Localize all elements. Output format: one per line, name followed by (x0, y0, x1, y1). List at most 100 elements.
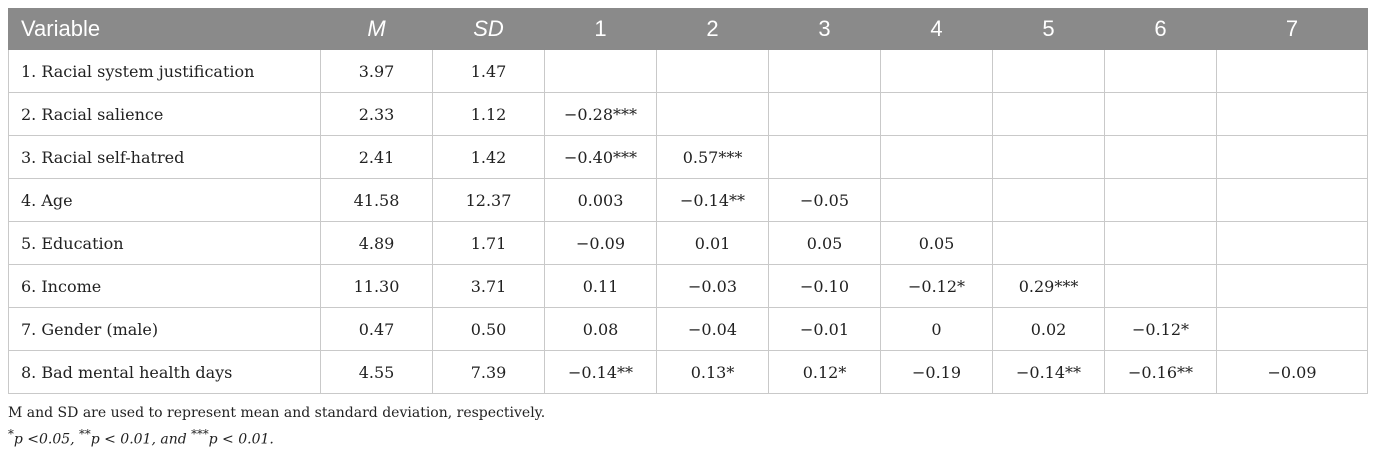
variable-cell: 5. Education (8, 221, 321, 265)
correlation-cell: −0.14** (992, 350, 1105, 394)
correlation-cell: 0.11 (544, 264, 657, 308)
header-row: Variable M SD 1 2 3 4 5 6 7 (8, 8, 1368, 50)
mean-cell: 4.55 (320, 350, 433, 394)
correlation-table-container: Variable M SD 1 2 3 4 5 6 7 1. Racial system just… (8, 8, 1368, 451)
table-header: Variable M SD 1 2 3 4 5 6 7 (8, 8, 1368, 50)
column-header: 6 (1104, 8, 1217, 50)
correlation-cell: 0.57*** (656, 135, 769, 179)
sd-cell: 1.47 (432, 49, 545, 93)
correlation-cell: −0.10 (768, 264, 881, 308)
correlation-cell: 0 (880, 307, 993, 351)
table-row: 6. Income 11.30 3.71 0.11 −0.03 −0.10 −0.12* 0.… (8, 264, 1368, 308)
correlation-cell (880, 49, 993, 93)
variable-cell: 7. Gender (male) (8, 307, 321, 351)
variable-cell: 3. Racial self-hatred (8, 135, 321, 179)
correlation-cell (1216, 135, 1368, 179)
correlation-cell (1216, 307, 1368, 351)
variable-cell: 4. Age (8, 178, 321, 222)
correlation-cell: 0.13* (656, 350, 769, 394)
sd-cell: 1.71 (432, 221, 545, 265)
correlation-cell: −0.04 (656, 307, 769, 351)
p2-marker: ** (79, 427, 91, 441)
correlation-cell: −0.40*** (544, 135, 657, 179)
table-row: 2. Racial salience 2.33 1.12 −0.28*** (8, 92, 1368, 136)
table-row: 3. Racial self-hatred 2.41 1.42 −0.40*** 0.5… (8, 135, 1368, 179)
sd-cell: 3.71 (432, 264, 545, 308)
correlation-cell (992, 92, 1105, 136)
mean-cell: 2.41 (320, 135, 433, 179)
correlation-cell (656, 92, 769, 136)
correlation-cell (1216, 264, 1368, 308)
mean-cell: 2.33 (320, 92, 433, 136)
table-row: 5. Education 4.89 1.71 −0.09 0.01 0.05 0.05 (8, 221, 1368, 265)
table-row: 8. Bad mental health days 4.55 7.39 −0.14**… (8, 350, 1368, 394)
column-header: M (320, 8, 433, 50)
column-header: 3 (768, 8, 881, 50)
correlation-cell (1104, 221, 1217, 265)
correlation-table: Variable M SD 1 2 3 4 5 6 7 1. Racial system just… (8, 8, 1368, 394)
correlation-cell (1104, 49, 1217, 93)
p1-marker: * (8, 427, 14, 441)
correlation-cell (768, 92, 881, 136)
variable-cell: 8. Bad mental health days (8, 350, 321, 394)
correlation-cell: −0.14** (656, 178, 769, 222)
correlation-cell (1104, 178, 1217, 222)
correlation-cell: −0.03 (656, 264, 769, 308)
p1-text: p <0.05, (13, 431, 80, 448)
correlation-cell: −0.16** (1104, 350, 1217, 394)
sd-cell: 0.50 (432, 307, 545, 351)
correlation-cell (992, 49, 1105, 93)
p3-marker: *** (191, 427, 209, 441)
table-body: 1. Racial system justification 3.97 1.47 2.… (8, 49, 1368, 394)
correlation-cell: 0.05 (768, 221, 881, 265)
correlation-cell (544, 49, 657, 93)
correlation-cell (880, 92, 993, 136)
correlation-cell: 0.01 (656, 221, 769, 265)
table-row: 4. Age 41.58 12.37 0.003 −0.14** −0.05 (8, 178, 1368, 222)
correlation-cell (1216, 49, 1368, 93)
mean-cell: 0.47 (320, 307, 433, 351)
column-header: SD (432, 8, 545, 50)
variable-cell: 1. Racial system justification (8, 49, 321, 93)
table-row: 7. Gender (male) 0.47 0.50 0.08 −0.04 −0.01 0 0… (8, 307, 1368, 351)
correlation-cell: 0.12* (768, 350, 881, 394)
sd-cell: 12.37 (432, 178, 545, 222)
variable-cell: 2. Racial salience (8, 92, 321, 136)
correlation-cell (992, 178, 1105, 222)
correlation-cell (1104, 92, 1217, 136)
correlation-cell: −0.05 (768, 178, 881, 222)
correlation-cell (1104, 135, 1217, 179)
correlation-cell: 0.003 (544, 178, 657, 222)
correlation-cell (1216, 178, 1368, 222)
correlation-cell: 0.29*** (992, 264, 1105, 308)
correlation-cell (656, 49, 769, 93)
correlation-cell (1216, 221, 1368, 265)
table-row: 1. Racial system justification 3.97 1.47 (8, 49, 1368, 93)
column-header: 1 (544, 8, 657, 50)
correlation-cell (1216, 92, 1368, 136)
column-header: 4 (880, 8, 993, 50)
mean-cell: 3.97 (320, 49, 433, 93)
correlation-cell (1104, 264, 1217, 308)
p3-text: p < 0.01. (208, 431, 274, 448)
p2-text: p < 0.01, and (90, 431, 192, 448)
correlation-cell (880, 178, 993, 222)
note-definitions: M and SD are used to represent mean and … (8, 405, 546, 421)
mean-cell: 41.58 (320, 178, 433, 222)
correlation-cell: 0.05 (880, 221, 993, 265)
column-header: 2 (656, 8, 769, 50)
note-significance: *p <0.05, **p < 0.01, and ***p < 0.01. (8, 424, 1367, 451)
mean-cell: 4.89 (320, 221, 433, 265)
sd-cell: 7.39 (432, 350, 545, 394)
sd-cell: 1.12 (432, 92, 545, 136)
correlation-cell: −0.14** (544, 350, 657, 394)
correlation-cell: −0.19 (880, 350, 993, 394)
correlation-cell: 0.02 (992, 307, 1105, 351)
correlation-cell: −0.12* (880, 264, 993, 308)
variable-cell: 6. Income (8, 264, 321, 308)
correlation-cell: −0.01 (768, 307, 881, 351)
column-header: Variable (8, 8, 321, 50)
mean-cell: 11.30 (320, 264, 433, 308)
correlation-cell: −0.12* (1104, 307, 1217, 351)
correlation-cell (992, 135, 1105, 179)
